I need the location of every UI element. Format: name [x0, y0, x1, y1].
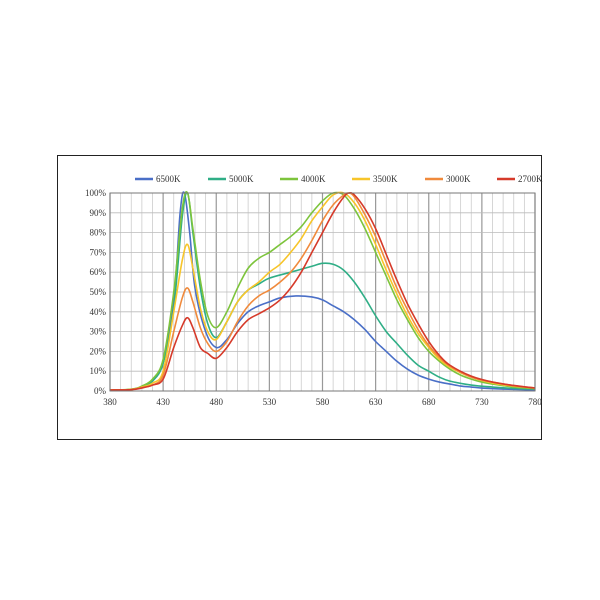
series-line-3000K [109, 192, 536, 391]
series-lines [109, 190, 536, 391]
y-tick-label: 80% [90, 228, 107, 238]
y-tick-label: 30% [90, 327, 107, 337]
y-tick-label: 60% [90, 267, 107, 277]
y-tick-label: 50% [90, 287, 107, 297]
series-line-3500K [109, 191, 536, 391]
x-tick-label: 680 [422, 397, 436, 407]
legend-label: 3500K [373, 174, 398, 184]
x-tick-label: 780 [528, 397, 542, 407]
y-tick-label: 90% [90, 208, 107, 218]
legend-label: 5000K [229, 174, 254, 184]
series-line-4000K [109, 190, 536, 391]
x-tick-label: 530 [263, 397, 277, 407]
y-tick-label: 10% [90, 366, 107, 376]
x-tick-label: 430 [156, 397, 170, 407]
series-line-5000K [109, 191, 536, 391]
legend-label: 4000K [301, 174, 326, 184]
y-tick-label: 70% [90, 247, 107, 257]
chart-frame [57, 155, 542, 440]
y-tick-label: 100% [85, 188, 107, 198]
legend: 6500K 5000K 4000K 3500K 3000K 2700K [135, 174, 543, 184]
legend-label: 6500K [156, 174, 181, 184]
series-line-2700K [109, 191, 536, 391]
plot-border [109, 192, 536, 392]
x-tick-label: 380 [103, 397, 117, 407]
x-tick-label: 480 [210, 397, 224, 407]
y-tick-label: 20% [90, 346, 107, 356]
x-tick-label: 580 [316, 397, 330, 407]
series-line-6500K [109, 191, 536, 391]
legend-label: 2700K [518, 174, 543, 184]
y-tick-label: 0% [94, 386, 107, 396]
x-tick-label: 630 [369, 397, 383, 407]
legend-label: 3000K [446, 174, 471, 184]
y-tick-label: 40% [90, 307, 107, 317]
axes: 380 430 480 530 580 630 680 730 780 0% 10% 20% 30% 40… [85, 188, 542, 407]
x-tick-label: 730 [475, 397, 489, 407]
